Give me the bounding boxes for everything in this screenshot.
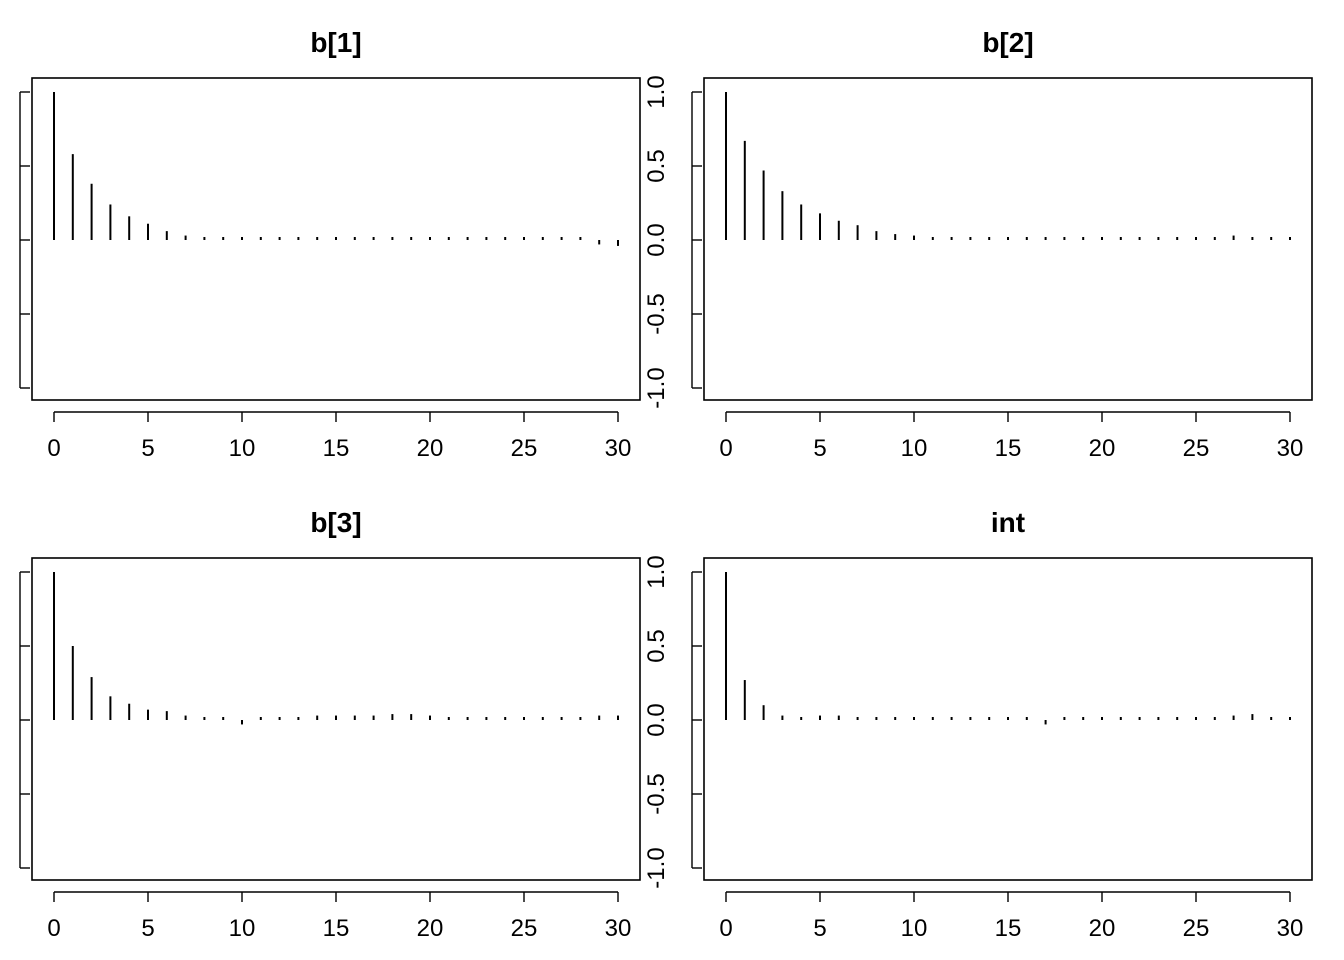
y-tick-label: 0.0: [643, 223, 670, 256]
plot-frame: [703, 557, 1313, 881]
x-tick-label: 5: [141, 435, 154, 462]
chart-panel-2: b[2] 0 5 10 15 20 25 30 -1.0 -0.5 0.0 0.5 1.0: [643, 27, 1313, 462]
plot-frame: [31, 77, 641, 401]
x-tick-label: 25: [511, 435, 538, 462]
x-tick-label: 15: [323, 435, 350, 462]
x-tick-label: 30: [1277, 435, 1304, 462]
panel-title: b[3]: [310, 507, 361, 538]
x-tick-label: 5: [813, 915, 826, 942]
x-tick-label: 0: [47, 915, 60, 942]
x-tick-label: 30: [605, 435, 632, 462]
y-tick-label: 0.5: [643, 149, 670, 182]
chart-panel-3: b[3] 0 5 10 15 20 25 30: [19, 507, 641, 942]
plot-frame: [31, 557, 641, 881]
x-tick-label: 15: [995, 435, 1022, 462]
x-tick-label: 25: [511, 915, 538, 942]
x-tick-label: 10: [901, 435, 928, 462]
panel-title: b[1]: [310, 27, 361, 58]
x-tick-label: 10: [901, 915, 928, 942]
x-tick-label: 20: [1089, 435, 1116, 462]
x-tick-label: 30: [1277, 915, 1304, 942]
x-tick-label: 25: [1183, 435, 1210, 462]
y-tick-label: -0.5: [643, 293, 670, 334]
y-tick-label: 0.5: [643, 629, 670, 662]
x-tick-label: 0: [47, 435, 60, 462]
plot-frame: [703, 77, 1313, 401]
x-tick-label: 5: [813, 435, 826, 462]
x-tick-label: 30: [605, 915, 632, 942]
panel-title: int: [991, 507, 1025, 538]
x-tick-label: 5: [141, 915, 154, 942]
x-tick-label: 15: [995, 915, 1022, 942]
x-tick-label: 20: [1089, 915, 1116, 942]
y-tick-label: 1.0: [643, 555, 670, 588]
x-tick-label: 10: [229, 915, 256, 942]
x-tick-label: 10: [229, 435, 256, 462]
y-tick-label: -1.0: [643, 847, 670, 888]
x-tick-label: 25: [1183, 915, 1210, 942]
y-tick-label: -1.0: [643, 367, 670, 408]
x-tick-label: 0: [719, 915, 732, 942]
y-tick-label: -0.5: [643, 773, 670, 814]
x-tick-label: 15: [323, 915, 350, 942]
panel-title: b[2]: [982, 27, 1033, 58]
chart-panel-1: b[1] 0 5 10 15 20 25 30: [19, 27, 641, 462]
chart-panel-4: int 0 5 10 15 20 25 30 -1.0 -0.5 0.0 0.5 1.0: [643, 507, 1313, 942]
x-tick-label: 20: [417, 435, 444, 462]
x-tick-label: 20: [417, 915, 444, 942]
x-tick-label: 0: [719, 435, 732, 462]
y-tick-label: 0.0: [643, 703, 670, 736]
y-tick-label: 1.0: [643, 75, 670, 108]
